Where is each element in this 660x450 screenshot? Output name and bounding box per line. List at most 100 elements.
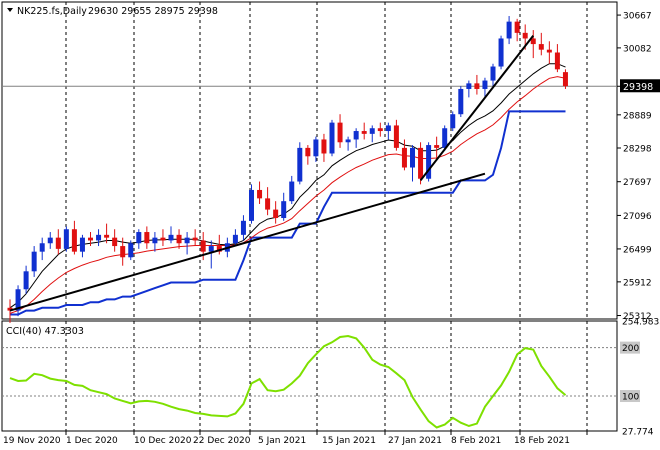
price-tick-label: 28889	[623, 111, 652, 121]
support-channel-line	[10, 110, 566, 316]
candle-body	[39, 243, 45, 252]
grid-lines	[2, 2, 617, 431]
candle-body	[490, 66, 496, 81]
price-tick-label: 26499	[623, 245, 652, 255]
axis-labels: 30667 30082 29398 28889 28298 27697 27096 26499…	[3, 12, 660, 446]
candle-body	[112, 237, 118, 247]
candle-body	[136, 232, 142, 244]
cci-level-box	[620, 390, 640, 403]
time-tick-label: 27 Jan 2021	[388, 436, 442, 446]
candle-body	[538, 44, 544, 50]
time-tick-label: 5 Jan 2021	[258, 436, 306, 446]
candle-body	[361, 131, 367, 134]
candle-body	[273, 209, 279, 219]
candle-body	[192, 237, 198, 241]
candle-body	[184, 237, 190, 244]
candle-body	[329, 122, 335, 154]
candle-body	[401, 147, 407, 168]
candle-body	[369, 128, 375, 134]
candle-body	[353, 131, 359, 140]
cci-label: CCI(40) 47.3303	[6, 326, 84, 337]
price-tick-label: 30082	[623, 44, 652, 54]
candle-body	[168, 234, 174, 241]
candle-body	[71, 229, 77, 252]
candle-body	[506, 21, 512, 39]
candle-body	[345, 139, 351, 143]
symbol-label: NK225.fs,Daily	[17, 6, 87, 17]
candle-body	[160, 237, 166, 241]
candle-body	[289, 181, 295, 202]
candle-body	[281, 201, 287, 219]
trendline	[419, 35, 535, 182]
candle-body	[176, 234, 182, 244]
candle-body	[200, 240, 206, 252]
candle-body	[554, 52, 560, 70]
candle-body	[55, 237, 61, 249]
candle-body	[249, 189, 254, 221]
candle-body	[442, 128, 448, 148]
cci-line	[9, 334, 567, 429]
candle-body	[410, 147, 415, 168]
candle-body	[216, 246, 222, 252]
time-tick-label: 10 Dec 2020	[134, 436, 192, 446]
price-tick-label: 25912	[623, 278, 652, 288]
current-price-label: 29398	[623, 82, 653, 93]
candle-body	[321, 139, 327, 154]
collapse-triangle-icon[interactable]	[7, 8, 13, 12]
time-tick-label: 1 Dec 2020	[66, 436, 118, 446]
candle-body	[47, 237, 53, 244]
candle-body	[514, 21, 520, 33]
candle-body	[128, 243, 134, 258]
trendline	[9, 172, 486, 312]
cci-tick-label: 27.774	[622, 428, 654, 438]
indicator-pane	[1, 320, 618, 432]
time-tick-label: 19 Nov 2020	[3, 436, 61, 446]
candle-body	[482, 80, 488, 89]
price-tick-label: 27096	[623, 212, 652, 222]
candle-body	[152, 237, 158, 244]
candle-body	[104, 234, 110, 238]
candle-body	[385, 125, 391, 132]
cci-level-box	[620, 341, 640, 354]
candle-body	[530, 38, 536, 45]
ema-fast-line	[9, 63, 566, 309]
cci-tick-label: 100	[622, 393, 639, 403]
candle-body	[257, 189, 263, 199]
candle-body	[434, 145, 440, 148]
cci-tick-label: 200	[622, 344, 639, 354]
candle-body	[15, 289, 21, 311]
candle-body	[79, 237, 85, 252]
candle-body	[474, 83, 480, 89]
candle-body	[232, 234, 238, 244]
time-tick-label: 8 Feb 2021	[451, 436, 501, 446]
cci-tick-label: 254.9835	[622, 318, 660, 328]
price-tick-label: 28298	[623, 144, 652, 154]
candle-body	[120, 246, 126, 258]
price-tick-label: 25312	[623, 312, 652, 322]
price-pane	[1, 1, 618, 320]
candle-body	[305, 147, 311, 157]
candle-body	[7, 307, 13, 311]
current-price-box	[620, 79, 660, 93]
candle-body	[23, 271, 29, 290]
candle-body	[337, 122, 343, 143]
ohlc-readout: 29630 29655 28975 29398	[88, 6, 218, 17]
candle-body	[522, 32, 528, 39]
candle-body	[498, 38, 504, 67]
candle-body	[562, 72, 568, 87]
candle-body	[208, 246, 214, 252]
candle-body	[96, 234, 102, 241]
candle-body	[63, 229, 69, 249]
time-tick-label: 22 Dec 2020	[193, 436, 251, 446]
ema-slow-line	[9, 76, 566, 314]
candle-body	[466, 83, 472, 89]
price-tick-label: 27697	[623, 178, 652, 188]
price-tick-label: 30667	[623, 12, 652, 22]
candle-body	[426, 145, 432, 179]
candle-body	[297, 147, 303, 182]
candle-body	[240, 220, 246, 235]
candle-body	[31, 251, 37, 272]
candle-body	[377, 128, 383, 132]
